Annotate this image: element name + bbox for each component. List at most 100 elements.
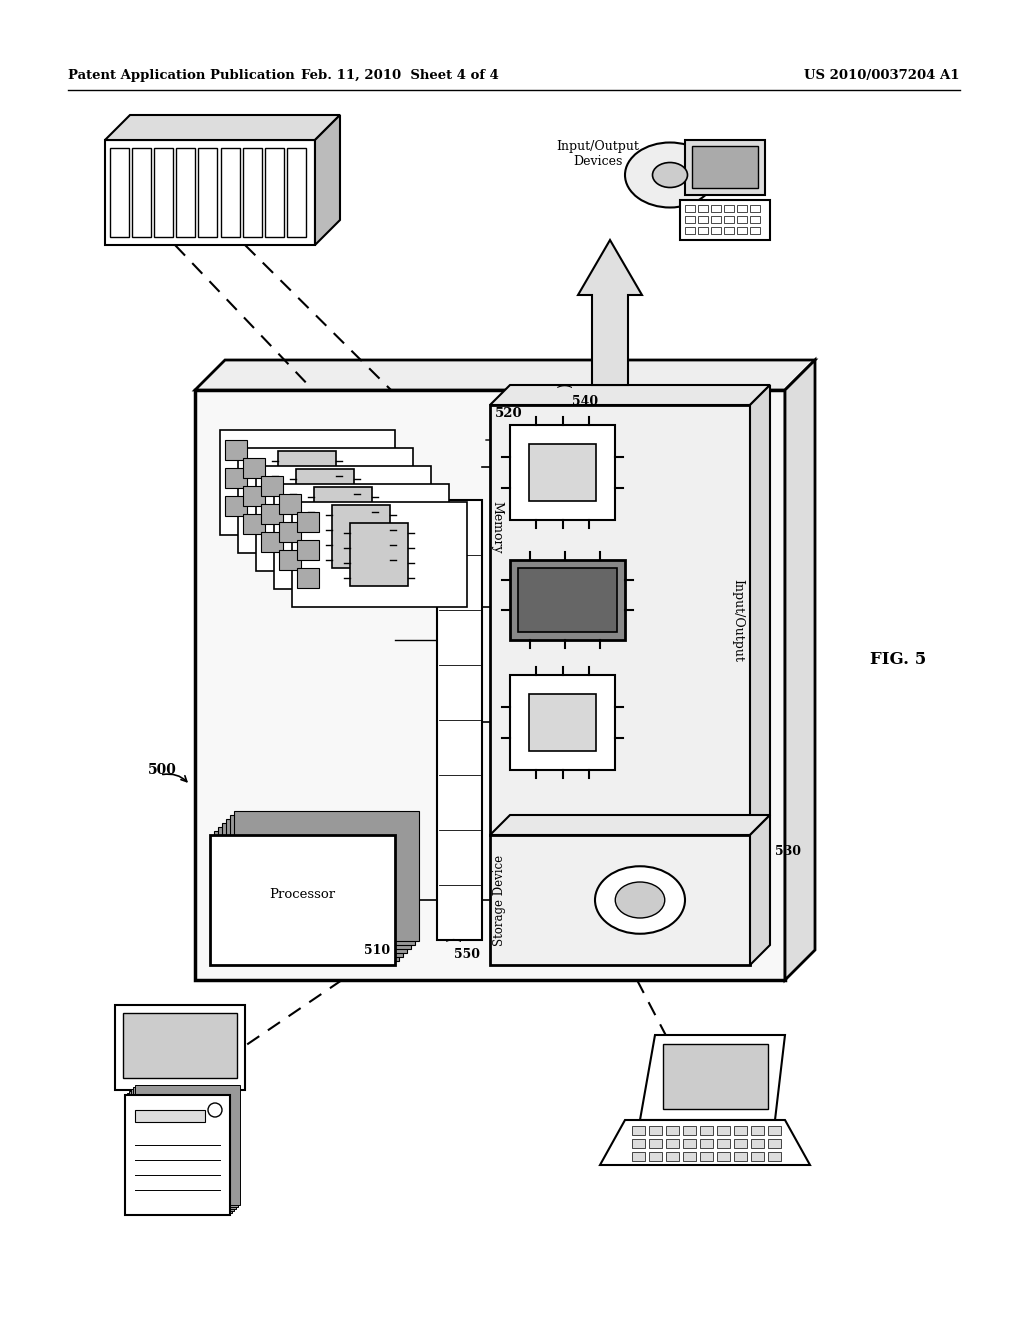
Bar (243, 513, 265, 535)
Bar (176, 148, 195, 238)
Bar (195, 389, 785, 979)
Ellipse shape (625, 143, 715, 207)
Bar (683, 1152, 696, 1162)
Bar (292, 502, 467, 607)
Bar (225, 440, 247, 459)
Bar (510, 560, 625, 640)
Bar (717, 1139, 730, 1148)
Bar (666, 1126, 679, 1135)
Text: Memory: Memory (490, 500, 503, 553)
Polygon shape (750, 385, 770, 836)
Bar (768, 1152, 781, 1162)
Bar (734, 1139, 746, 1148)
Polygon shape (640, 1035, 785, 1119)
Bar (632, 1139, 645, 1148)
Bar (685, 227, 695, 234)
Bar (198, 148, 217, 238)
Bar (685, 205, 695, 213)
Bar (279, 550, 301, 570)
Bar (125, 1096, 230, 1214)
Bar (297, 512, 319, 532)
Bar (243, 148, 262, 238)
Bar (632, 1126, 645, 1135)
Bar (123, 1012, 237, 1078)
Bar (698, 227, 708, 234)
Bar (218, 828, 403, 957)
Text: 500: 500 (148, 763, 177, 777)
Bar (632, 1152, 645, 1162)
Bar (692, 147, 758, 187)
Bar (230, 814, 415, 945)
Bar (649, 1152, 662, 1162)
Bar (256, 466, 431, 572)
Bar (510, 675, 615, 770)
Bar (717, 1152, 730, 1162)
Bar (698, 205, 708, 213)
Bar (750, 227, 760, 234)
Bar (700, 1126, 713, 1135)
Bar (490, 405, 750, 836)
Bar (225, 496, 247, 516)
Bar (529, 444, 596, 502)
Bar (734, 1152, 746, 1162)
Bar (238, 447, 413, 553)
Bar (220, 430, 395, 535)
Bar (265, 148, 284, 238)
Polygon shape (750, 814, 770, 965)
Polygon shape (578, 240, 642, 385)
Bar (279, 494, 301, 513)
Text: 550: 550 (454, 948, 480, 961)
Bar (737, 227, 746, 234)
Text: Feb. 11, 2010  Sheet 4 of 4: Feb. 11, 2010 Sheet 4 of 4 (301, 69, 499, 82)
Bar (649, 1139, 662, 1148)
Bar (683, 1139, 696, 1148)
Bar (700, 1139, 713, 1148)
Bar (737, 216, 746, 223)
Bar (225, 469, 247, 488)
Bar (666, 1139, 679, 1148)
Bar (214, 832, 399, 961)
Polygon shape (195, 360, 815, 389)
Text: FIG. 5: FIG. 5 (870, 652, 927, 668)
Ellipse shape (595, 866, 685, 933)
Ellipse shape (615, 882, 665, 917)
Bar (243, 458, 265, 478)
Bar (131, 1089, 236, 1209)
Text: Processor: Processor (269, 888, 335, 902)
Bar (683, 1126, 696, 1135)
Bar (685, 140, 765, 195)
Bar (510, 425, 615, 520)
Bar (750, 216, 760, 223)
Polygon shape (490, 385, 770, 405)
Bar (226, 818, 411, 949)
Bar (490, 836, 750, 965)
Bar (734, 1126, 746, 1135)
Bar (750, 205, 760, 213)
Bar (261, 504, 283, 524)
Bar (274, 484, 449, 589)
Bar (685, 216, 695, 223)
Bar (278, 451, 336, 513)
Text: Storage Device: Storage Device (494, 854, 507, 945)
Bar (680, 201, 770, 240)
Bar (737, 205, 746, 213)
Polygon shape (600, 1119, 810, 1166)
Text: 520: 520 (495, 407, 522, 420)
Polygon shape (785, 360, 815, 979)
Polygon shape (490, 814, 770, 836)
Bar (132, 148, 151, 238)
Bar (261, 477, 283, 496)
Text: Input/Output
Devices: Input/Output Devices (557, 140, 639, 168)
Bar (222, 822, 407, 953)
Bar (133, 1086, 238, 1206)
Bar (717, 1126, 730, 1135)
Bar (768, 1139, 781, 1148)
Bar (529, 694, 596, 751)
Bar (698, 216, 708, 223)
Text: 510: 510 (364, 944, 390, 957)
Bar (129, 1092, 234, 1210)
Polygon shape (105, 115, 340, 140)
Bar (350, 523, 408, 586)
Bar (135, 1085, 240, 1205)
Bar (210, 836, 395, 965)
